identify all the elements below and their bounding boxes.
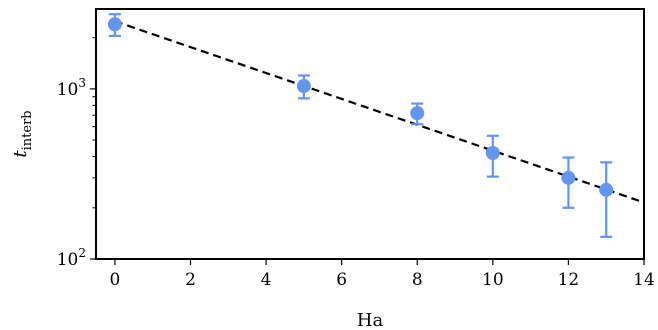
y-axis-label-subscript: interb [20, 110, 35, 150]
x-axis-ticks: 0 2 4 6 8 10 12 14 [109, 259, 655, 290]
y-tick-label: 102 [57, 246, 86, 270]
data-point [410, 106, 425, 121]
y-tick-label-base: 10 [57, 80, 79, 100]
y-axis-label-base: t [10, 150, 31, 158]
x-tick-label: 4 [261, 270, 272, 290]
data-point [561, 170, 576, 185]
x-tick-label: 0 [109, 270, 120, 290]
x-tick-label: 10 [482, 270, 504, 290]
fit-line [114, 20, 645, 204]
y-tick-label-exponent: 2 [78, 246, 86, 260]
data-point-group [296, 74, 311, 100]
x-tick-label: 8 [412, 270, 423, 290]
y-tick-label-exponent: 3 [78, 76, 86, 90]
data-point-group [599, 161, 614, 238]
y-tick-label-base: 10 [57, 250, 79, 270]
x-tick-label: 12 [558, 270, 580, 290]
data-point-group [410, 102, 425, 126]
data-point [107, 17, 122, 32]
x-tick-label: 14 [633, 270, 655, 290]
data-point-group [561, 156, 576, 209]
data-point [599, 182, 614, 197]
plot-frame [95, 8, 645, 260]
data-point-group [107, 13, 122, 37]
y-tick-label: 103 [57, 76, 86, 100]
data-point-group [485, 134, 500, 178]
y-axis-label: tinterb [10, 110, 35, 157]
data-point [296, 79, 311, 94]
data-points-layer [107, 13, 614, 238]
x-tick-label: 6 [336, 270, 347, 290]
x-axis-label: Ha [357, 310, 384, 330]
data-point [485, 145, 500, 160]
fit-line-layer [114, 20, 645, 204]
x-tick-label: 2 [185, 270, 196, 290]
